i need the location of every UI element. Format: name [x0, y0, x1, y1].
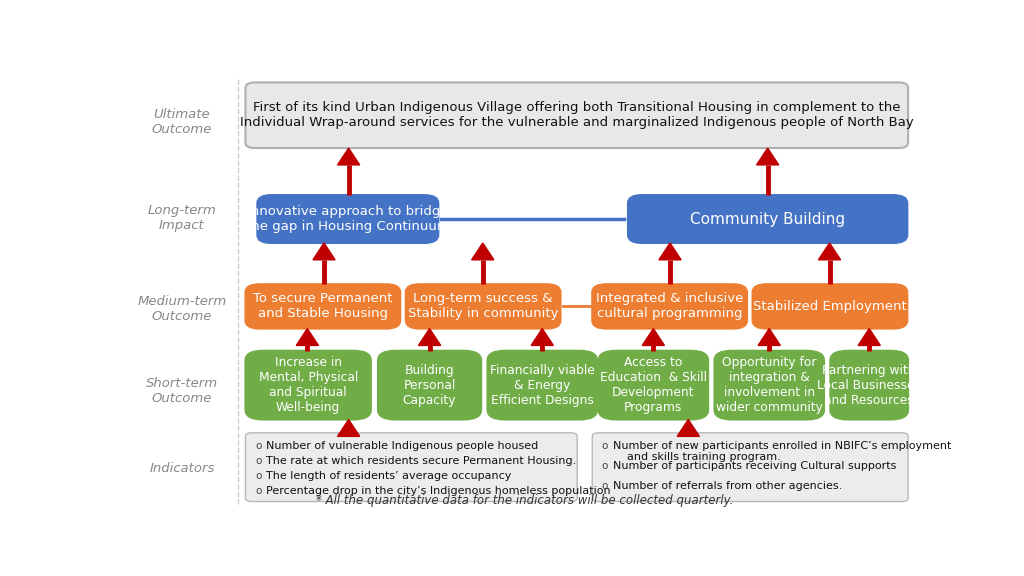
Text: Number of vulnerable Indigenous people housed: Number of vulnerable Indigenous people h… [266, 441, 539, 451]
Polygon shape [338, 419, 359, 437]
Text: o: o [602, 461, 608, 471]
Text: Increase in
Mental, Physical
and Spiritual
Well-being: Increase in Mental, Physical and Spiritu… [258, 356, 357, 414]
Text: Financially viable
& Energy
Efficient Designs: Financially viable & Energy Efficient De… [489, 363, 595, 407]
Text: o: o [255, 441, 261, 451]
FancyBboxPatch shape [487, 351, 597, 419]
Text: Ultimate
Outcome: Ultimate Outcome [152, 108, 212, 137]
Text: Opportunity for
integration &
involvement in
wider community: Opportunity for integration & involvemen… [716, 356, 822, 414]
Text: To secure Permanent
and Stable Housing: To secure Permanent and Stable Housing [253, 293, 392, 320]
Text: Access to
Education  & Skill
Development
Programs: Access to Education & Skill Development … [600, 356, 707, 414]
Text: Building
Personal
Capacity: Building Personal Capacity [402, 363, 457, 407]
Polygon shape [338, 148, 359, 165]
FancyBboxPatch shape [246, 433, 578, 502]
FancyBboxPatch shape [592, 433, 908, 502]
FancyBboxPatch shape [406, 284, 560, 328]
Text: The rate at which residents secure Permanent Housing.: The rate at which residents secure Perma… [266, 456, 577, 466]
Polygon shape [419, 328, 440, 346]
Text: Partnering with
Local Businesses
and Resources: Partnering with Local Businesses and Res… [817, 363, 922, 407]
Text: o: o [602, 482, 608, 491]
Text: Innovative approach to bridge
the gap in Housing Continuum: Innovative approach to bridge the gap in… [246, 205, 450, 233]
Text: o: o [255, 486, 261, 497]
Text: First of its kind Urban Indigenous Village offering both Transitional Housing in: First of its kind Urban Indigenous Villa… [240, 101, 913, 129]
FancyBboxPatch shape [628, 195, 907, 243]
FancyBboxPatch shape [246, 284, 400, 328]
FancyBboxPatch shape [599, 351, 709, 419]
Polygon shape [758, 328, 780, 346]
Text: Long-term success &
Stability in community: Long-term success & Stability in communi… [408, 293, 558, 320]
Polygon shape [296, 328, 318, 346]
Polygon shape [658, 243, 681, 260]
Text: Number of new participants enrolled in NBIFC’s employment
    and skills trainin: Number of new participants enrolled in N… [613, 441, 951, 463]
FancyBboxPatch shape [592, 284, 748, 328]
Polygon shape [642, 328, 665, 346]
FancyBboxPatch shape [257, 195, 438, 243]
Text: Number of referrals from other agencies.: Number of referrals from other agencies. [613, 482, 842, 491]
FancyBboxPatch shape [246, 82, 908, 148]
Text: o: o [255, 471, 261, 481]
FancyBboxPatch shape [378, 351, 481, 419]
Text: Community Building: Community Building [690, 211, 845, 226]
Text: Percentage drop in the city’s Indigenous homeless population: Percentage drop in the city’s Indigenous… [266, 486, 610, 497]
Text: * All the quantitative data for the indicators will be collected quarterly.: * All the quantitative data for the indi… [316, 494, 733, 507]
Text: The length of residents’ average occupancy: The length of residents’ average occupan… [266, 471, 511, 481]
Polygon shape [313, 243, 335, 260]
FancyBboxPatch shape [246, 351, 371, 419]
Text: Indicators: Indicators [150, 462, 215, 475]
Text: Integrated & inclusive
cultural programming: Integrated & inclusive cultural programm… [596, 293, 743, 320]
Text: Short-term
Outcome: Short-term Outcome [145, 377, 218, 405]
Polygon shape [858, 328, 881, 346]
FancyBboxPatch shape [715, 351, 824, 419]
Polygon shape [818, 243, 841, 260]
Text: Number of participants receiving Cultural supports: Number of participants receiving Cultura… [613, 461, 896, 471]
Polygon shape [677, 419, 699, 437]
Text: Stabilized Employment: Stabilized Employment [753, 300, 907, 313]
Text: o: o [602, 441, 608, 451]
Polygon shape [757, 148, 779, 165]
Text: Medium-term
Outcome: Medium-term Outcome [137, 294, 226, 323]
FancyBboxPatch shape [753, 284, 907, 328]
Polygon shape [531, 328, 553, 346]
Text: Long-term
Impact: Long-term Impact [147, 204, 216, 232]
FancyBboxPatch shape [830, 351, 908, 419]
Polygon shape [472, 243, 494, 260]
Text: o: o [255, 456, 261, 466]
